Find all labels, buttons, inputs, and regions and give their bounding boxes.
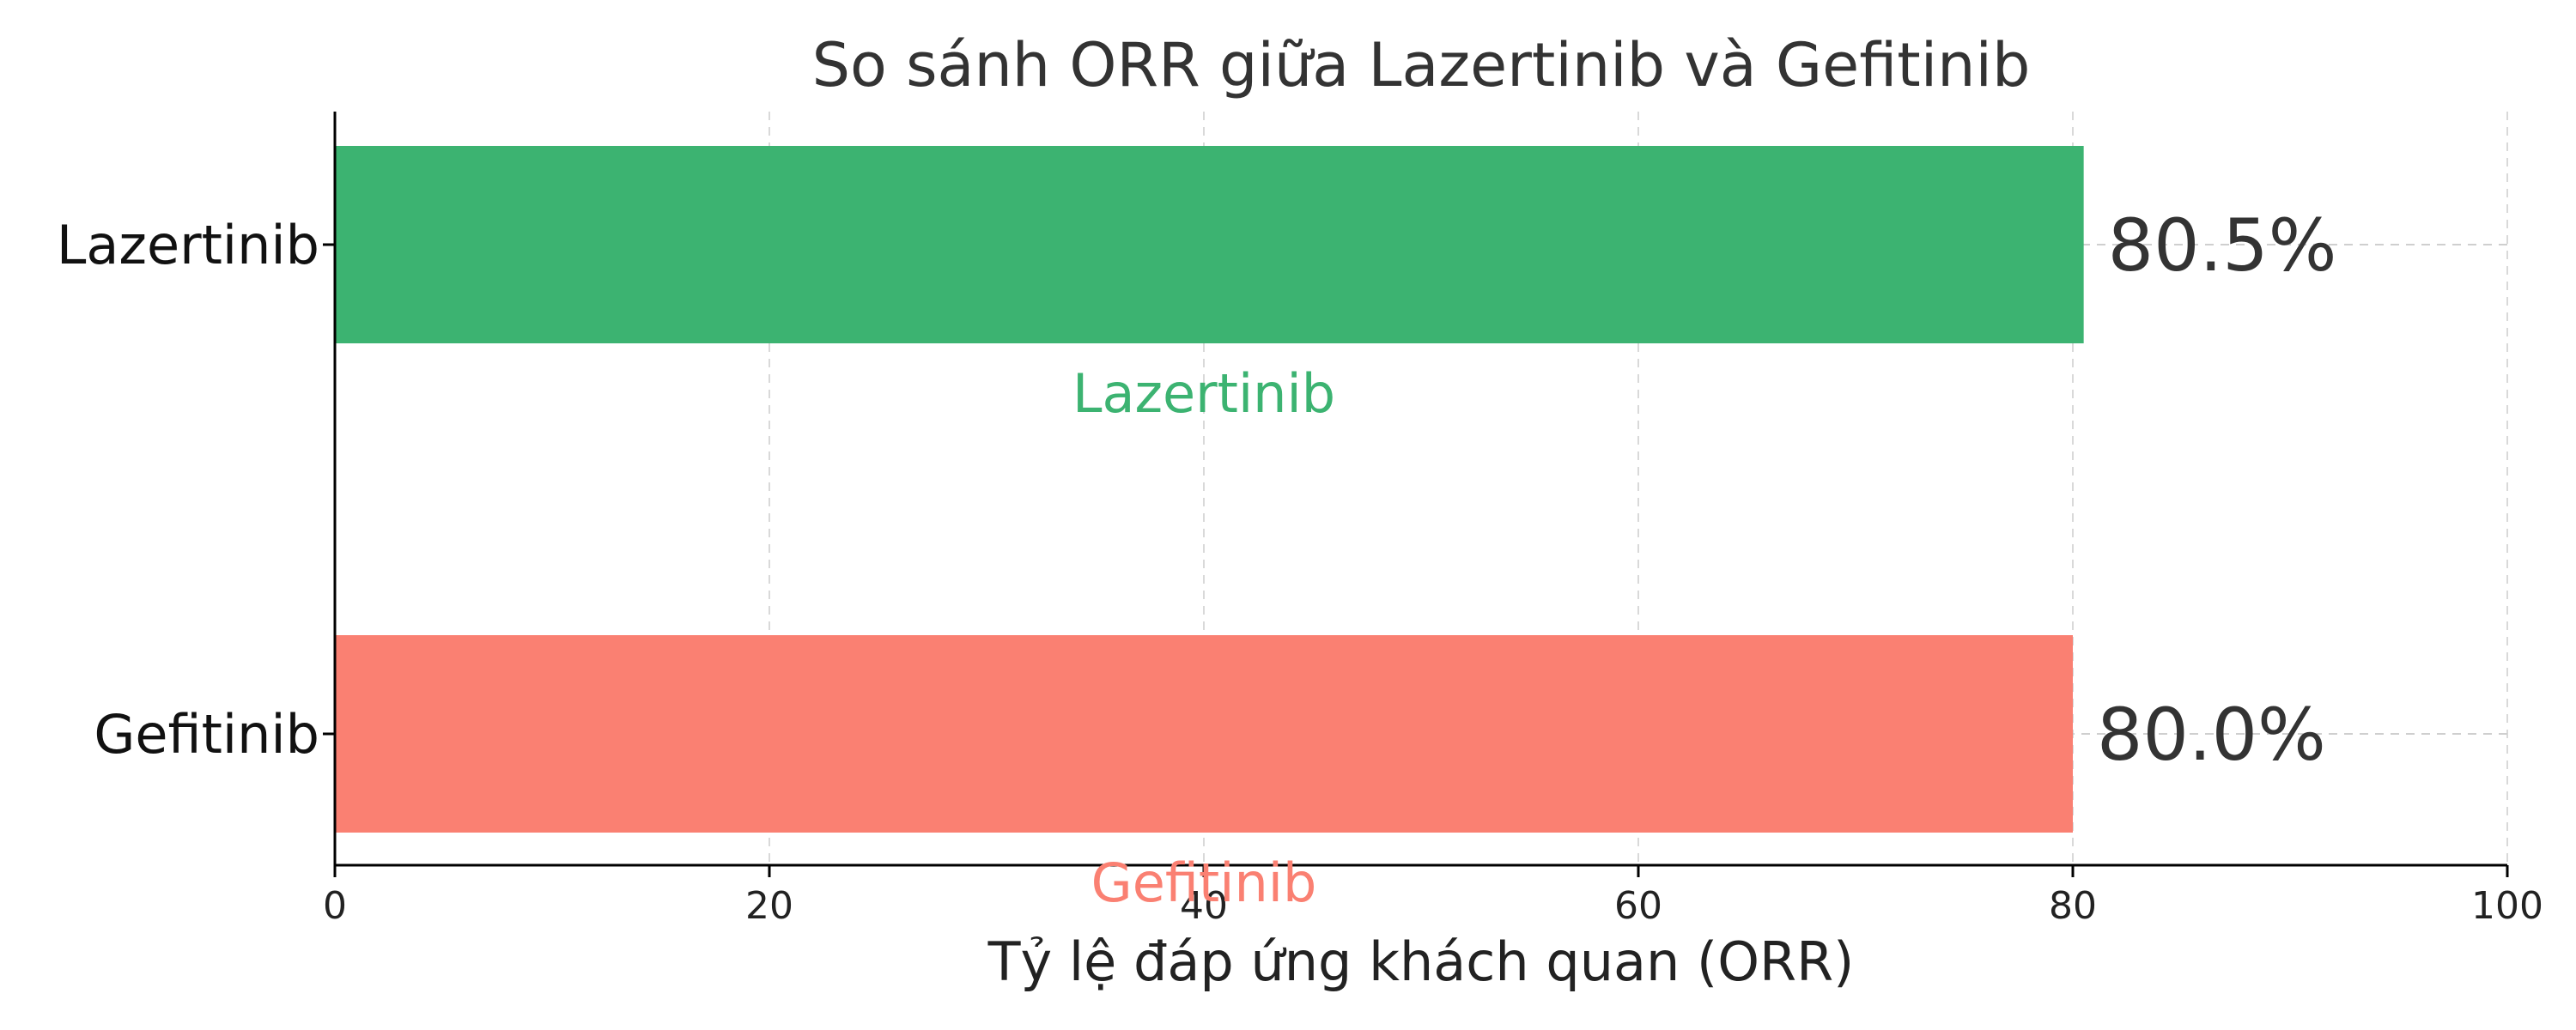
bar-lazertinib bbox=[335, 146, 2084, 343]
x-tick-label: 0 bbox=[323, 884, 347, 928]
series-annotation: Lazertinib bbox=[1072, 362, 1335, 425]
x-tick-label: 60 bbox=[1614, 884, 1662, 928]
annotations: Lazertinib Gefitinib bbox=[1072, 362, 1335, 914]
value-label: 80.0% bbox=[2097, 693, 2326, 777]
x-axis-label: Tỷ lệ đáp ứng khách quan (ORR) bbox=[987, 930, 1855, 993]
series-annotation: Gefitinib bbox=[1091, 851, 1317, 914]
value-label: 80.5% bbox=[2108, 203, 2337, 288]
chart-title: So sánh ORR giữa Lazertinib và Gefitinib bbox=[812, 30, 2031, 100]
x-tick-label: 20 bbox=[745, 884, 793, 928]
tick-labels: 0 20 40 60 80 100 Lazertinib Gefitinib bbox=[57, 214, 2543, 928]
value-labels: 80.5% 80.0% bbox=[2097, 203, 2337, 777]
y-tick-label: Lazertinib bbox=[57, 214, 319, 276]
bar-gefitinib bbox=[335, 635, 2073, 833]
x-tick-label: 40 bbox=[1180, 884, 1228, 928]
x-tick-label: 100 bbox=[2471, 884, 2543, 928]
axes bbox=[333, 112, 2507, 867]
x-tick-label: 80 bbox=[2049, 884, 2097, 928]
y-tick-label: Gefitinib bbox=[94, 703, 319, 766]
bars bbox=[335, 146, 2084, 833]
